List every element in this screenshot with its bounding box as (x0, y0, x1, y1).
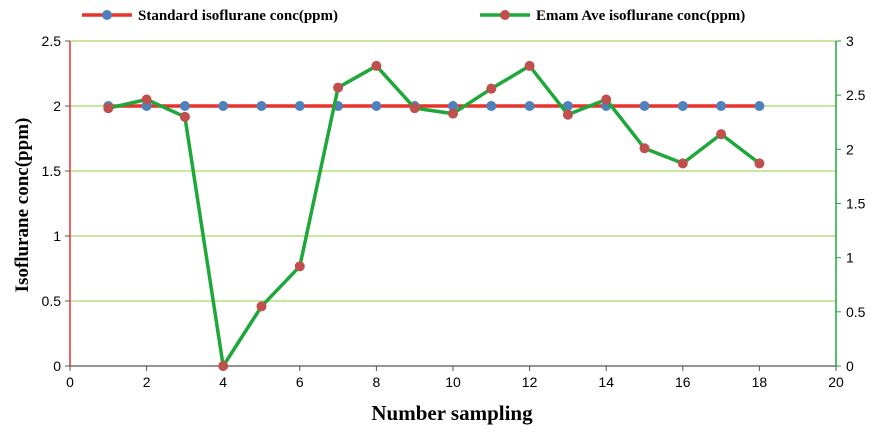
x-tick-label: 0 (66, 374, 74, 390)
legend: Standard isoflurane conc(ppm) Emam Ave is… (82, 8, 745, 24)
y2-tick-label: 0 (846, 358, 854, 374)
data-point (256, 101, 267, 111)
data-point (716, 129, 727, 140)
axes (69, 41, 837, 367)
x-tick-label: 14 (598, 374, 614, 390)
data-point (754, 158, 765, 169)
y2-tick-label: 2.5 (846, 87, 866, 103)
x-tick-label: 16 (675, 374, 691, 390)
data-point (486, 101, 497, 111)
y2-tick-label: 2 (846, 141, 854, 157)
y-axis-ticks: 0 0.5 1 1.5 2 2.5 (42, 33, 70, 374)
data-point (639, 143, 650, 154)
data-point (448, 108, 458, 119)
series-group (103, 60, 765, 371)
data-point (562, 109, 573, 120)
x-tick-label: 6 (296, 374, 304, 390)
data-point (333, 82, 344, 93)
y2-tick-label: 1.5 (846, 196, 866, 212)
data-point (141, 94, 152, 105)
y2-tick-label: 0.5 (846, 304, 866, 320)
data-point (639, 101, 650, 111)
legend-label: Emam Ave isoflurane conc(ppm) (536, 8, 745, 24)
data-point (371, 101, 382, 111)
data-point (601, 94, 612, 105)
x-axis-label: Number sampling (371, 401, 533, 425)
y-tick-label: 0.5 (42, 293, 62, 309)
legend-marker (500, 10, 510, 20)
data-point (179, 101, 190, 111)
y2-axis-ticks: 0 0.5 1 1.5 2 2.5 3 (836, 33, 866, 374)
series-line (107, 64, 761, 368)
data-point (409, 103, 420, 114)
y-tick-label: 2.5 (42, 33, 62, 49)
y-tick-label: 0 (53, 358, 61, 374)
data-point (524, 101, 535, 111)
x-tick-label: 12 (522, 374, 538, 390)
x-tick-label: 4 (219, 374, 227, 390)
data-point (179, 111, 190, 122)
legend-label: Standard isoflurane conc(ppm) (138, 8, 338, 24)
series-2 (103, 60, 765, 371)
data-point (754, 101, 765, 111)
data-point (677, 101, 688, 111)
data-point (677, 158, 688, 169)
legend-item-2: Emam Ave isoflurane conc(ppm) (480, 8, 745, 24)
data-point (218, 101, 229, 111)
y-axis-label: Isoflurane conc(ppm) (12, 118, 33, 293)
y-tick-label: 1 (53, 228, 61, 244)
x-tick-label: 18 (752, 374, 768, 390)
data-point (486, 83, 497, 94)
data-point (256, 301, 267, 312)
data-point (562, 101, 573, 111)
data-point (294, 261, 305, 272)
x-tick-label: 8 (373, 374, 381, 390)
x-axis-ticks: 0 2 4 6 8 10 12 14 16 18 20 (66, 366, 844, 390)
data-point (371, 60, 382, 71)
data-point (448, 101, 458, 111)
data-point (103, 103, 114, 114)
data-point (218, 361, 229, 371)
x-tick-label: 2 (143, 374, 151, 390)
x-tick-label: 20 (828, 374, 844, 390)
data-point (524, 60, 535, 71)
y2-tick-label: 3 (846, 33, 854, 49)
legend-marker (102, 10, 112, 20)
data-point (716, 101, 727, 111)
data-point (294, 101, 305, 111)
y-tick-label: 1.5 (42, 163, 62, 179)
y-tick-label: 2 (53, 98, 61, 114)
y2-tick-label: 1 (846, 250, 854, 266)
legend-item-1: Standard isoflurane conc(ppm) (82, 8, 338, 24)
grid-lines (70, 40, 836, 302)
x-tick-label: 10 (445, 374, 461, 390)
